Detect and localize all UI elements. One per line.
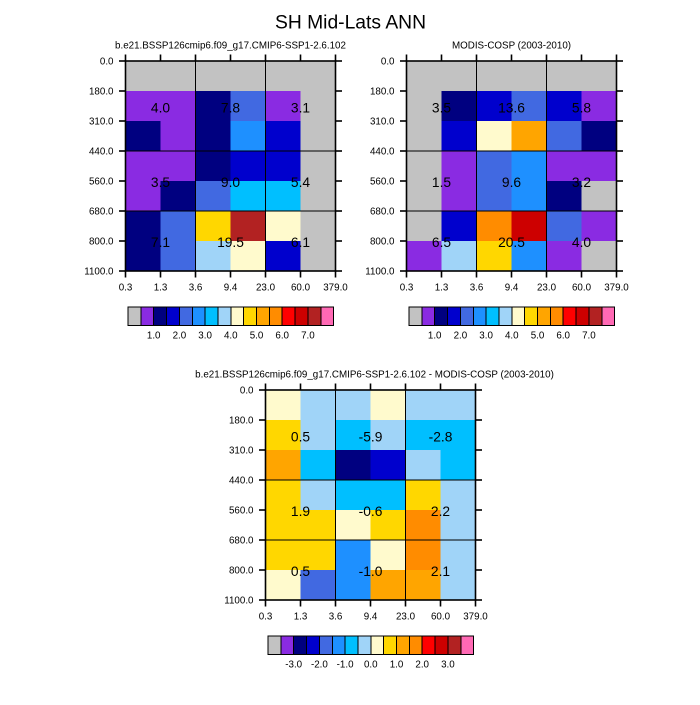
- svg-text:9.0: 9.0: [221, 175, 241, 190]
- svg-text:19.5: 19.5: [217, 235, 244, 250]
- svg-text:4.0: 4.0: [572, 235, 592, 250]
- svg-text:800.0: 800.0: [89, 237, 114, 248]
- svg-text:6.1: 6.1: [291, 235, 310, 250]
- svg-text:23.0: 23.0: [537, 283, 557, 294]
- svg-text:7.1: 7.1: [151, 235, 170, 250]
- svg-text:1100.0: 1100.0: [84, 267, 114, 278]
- svg-text:310.0: 310.0: [370, 117, 395, 128]
- svg-text:3.0: 3.0: [441, 660, 455, 671]
- svg-text:3.6: 3.6: [470, 283, 484, 294]
- svg-text:560.0: 560.0: [229, 506, 254, 517]
- svg-text:23.0: 23.0: [256, 283, 276, 294]
- svg-text:13.6: 13.6: [498, 101, 525, 116]
- svg-text:2.0: 2.0: [454, 331, 468, 342]
- svg-text:1.5: 1.5: [432, 175, 452, 190]
- svg-text:23.0: 23.0: [396, 612, 416, 623]
- svg-text:b.e21.BSSP126cmip6.f09_g17.CMI: b.e21.BSSP126cmip6.f09_g17.CMIP6-SSP1-2.…: [115, 41, 346, 52]
- svg-text:2.0: 2.0: [415, 660, 429, 671]
- svg-text:4.0: 4.0: [505, 331, 519, 342]
- svg-text:2.2: 2.2: [431, 504, 450, 519]
- svg-text:9.4: 9.4: [505, 283, 519, 294]
- svg-text:680.0: 680.0: [370, 207, 395, 218]
- svg-text:0.3: 0.3: [119, 283, 133, 294]
- svg-text:9.6: 9.6: [502, 175, 522, 190]
- svg-text:0.0: 0.0: [381, 57, 395, 68]
- svg-text:0.5: 0.5: [291, 564, 311, 579]
- svg-text:b.e21.BSSP126cmip6.f09_g17.CMI: b.e21.BSSP126cmip6.f09_g17.CMIP6-SSP1-2.…: [195, 370, 554, 381]
- svg-text:6.0: 6.0: [556, 331, 570, 342]
- svg-text:MODIS-COSP (2003-2010): MODIS-COSP (2003-2010): [452, 41, 571, 52]
- svg-text:20.5: 20.5: [498, 235, 525, 250]
- svg-text:310.0: 310.0: [89, 117, 114, 128]
- svg-text:-5.9: -5.9: [359, 430, 383, 445]
- svg-text:1.3: 1.3: [294, 612, 308, 623]
- svg-text:5.8: 5.8: [572, 101, 592, 116]
- svg-text:0.0: 0.0: [100, 57, 114, 68]
- svg-text:1.3: 1.3: [154, 283, 168, 294]
- svg-text:3.0: 3.0: [198, 331, 212, 342]
- svg-text:440.0: 440.0: [89, 147, 114, 158]
- svg-text:180.0: 180.0: [229, 416, 254, 427]
- svg-text:-2.8: -2.8: [429, 430, 453, 445]
- svg-text:680.0: 680.0: [229, 536, 254, 547]
- svg-text:440.0: 440.0: [370, 147, 395, 158]
- svg-text:180.0: 180.0: [89, 87, 114, 98]
- svg-text:1.0: 1.0: [428, 331, 442, 342]
- svg-text:9.4: 9.4: [364, 612, 378, 623]
- svg-text:440.0: 440.0: [229, 476, 254, 487]
- svg-text:7.0: 7.0: [582, 331, 596, 342]
- svg-text:1.0: 1.0: [390, 660, 404, 671]
- svg-text:3.5: 3.5: [432, 101, 452, 116]
- svg-text:0.3: 0.3: [259, 612, 273, 623]
- svg-text:680.0: 680.0: [89, 207, 114, 218]
- svg-text:4.0: 4.0: [151, 101, 171, 116]
- svg-text:0.5: 0.5: [291, 430, 311, 445]
- svg-text:2.1: 2.1: [431, 564, 450, 579]
- svg-text:379.0: 379.0: [323, 283, 348, 294]
- svg-text:7.8: 7.8: [221, 101, 241, 116]
- svg-text:1.0: 1.0: [147, 331, 161, 342]
- svg-text:-2.0: -2.0: [311, 660, 328, 671]
- svg-text:560.0: 560.0: [370, 177, 395, 188]
- svg-text:3.6: 3.6: [189, 283, 203, 294]
- svg-text:3.0: 3.0: [479, 331, 493, 342]
- svg-text:560.0: 560.0: [89, 177, 114, 188]
- svg-text:60.0: 60.0: [431, 612, 451, 623]
- svg-text:6.5: 6.5: [432, 235, 452, 250]
- svg-text:4.0: 4.0: [224, 331, 238, 342]
- svg-text:9.4: 9.4: [224, 283, 238, 294]
- svg-text:1.3: 1.3: [435, 283, 449, 294]
- svg-text:5.0: 5.0: [250, 331, 264, 342]
- svg-text:379.0: 379.0: [604, 283, 629, 294]
- svg-text:5.4: 5.4: [291, 175, 311, 190]
- svg-text:1100.0: 1100.0: [365, 267, 395, 278]
- svg-text:310.0: 310.0: [229, 446, 254, 457]
- svg-text:800.0: 800.0: [229, 566, 254, 577]
- svg-text:3.5: 3.5: [151, 175, 171, 190]
- svg-text:-0.6: -0.6: [359, 504, 383, 519]
- svg-text:-1.0: -1.0: [359, 564, 383, 579]
- svg-text:180.0: 180.0: [370, 87, 395, 98]
- svg-text:-1.0: -1.0: [337, 660, 354, 671]
- svg-text:0.0: 0.0: [364, 660, 378, 671]
- svg-text:-3.0: -3.0: [285, 660, 302, 671]
- svg-text:60.0: 60.0: [291, 283, 311, 294]
- svg-text:379.0: 379.0: [463, 612, 488, 623]
- svg-text:1.9: 1.9: [291, 504, 311, 519]
- svg-text:0.3: 0.3: [400, 283, 414, 294]
- svg-text:60.0: 60.0: [572, 283, 592, 294]
- svg-text:2.0: 2.0: [173, 331, 187, 342]
- svg-text:800.0: 800.0: [370, 237, 395, 248]
- svg-text:3.2: 3.2: [572, 175, 591, 190]
- svg-text:1100.0: 1100.0: [224, 596, 254, 607]
- svg-text:6.0: 6.0: [275, 331, 289, 342]
- svg-text:SH Mid-Lats ANN: SH Mid-Lats ANN: [275, 13, 426, 34]
- svg-text:3.6: 3.6: [329, 612, 343, 623]
- svg-text:3.1: 3.1: [291, 101, 310, 116]
- svg-text:5.0: 5.0: [531, 331, 545, 342]
- svg-text:0.0: 0.0: [240, 386, 254, 397]
- svg-text:7.0: 7.0: [301, 331, 315, 342]
